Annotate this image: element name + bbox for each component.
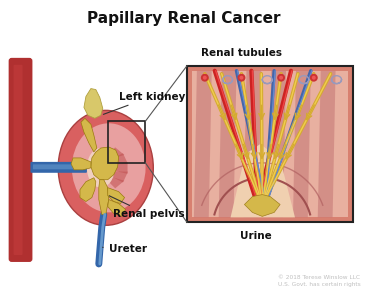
Ellipse shape	[87, 148, 115, 188]
Ellipse shape	[72, 123, 145, 212]
Polygon shape	[244, 195, 280, 216]
Text: Left kidney: Left kidney	[103, 92, 185, 114]
Circle shape	[203, 76, 207, 80]
Polygon shape	[293, 71, 311, 218]
Circle shape	[239, 76, 244, 80]
Polygon shape	[101, 153, 128, 164]
Circle shape	[201, 74, 209, 82]
Polygon shape	[244, 71, 261, 218]
Ellipse shape	[58, 110, 153, 225]
Polygon shape	[101, 171, 128, 182]
Text: Urine: Urine	[241, 231, 272, 241]
Circle shape	[279, 76, 283, 80]
Text: Papillary Renal Cancer: Papillary Renal Cancer	[87, 11, 281, 26]
Circle shape	[277, 74, 285, 82]
FancyBboxPatch shape	[8, 58, 32, 262]
Polygon shape	[101, 162, 128, 174]
Bar	[187, 66, 354, 222]
Polygon shape	[101, 147, 124, 162]
Polygon shape	[84, 88, 103, 118]
Polygon shape	[219, 71, 237, 218]
Text: Renal pelvis: Renal pelvis	[109, 196, 184, 219]
Text: © 2018 Terese Winslow LLC
U.S. Govt. has certain rights: © 2018 Terese Winslow LLC U.S. Govt. has…	[277, 275, 361, 287]
FancyBboxPatch shape	[14, 65, 23, 255]
Polygon shape	[318, 71, 335, 218]
Polygon shape	[101, 174, 124, 188]
Polygon shape	[99, 180, 109, 214]
Circle shape	[238, 74, 245, 82]
Polygon shape	[192, 71, 348, 218]
Polygon shape	[268, 71, 286, 218]
Polygon shape	[231, 144, 295, 218]
Polygon shape	[71, 158, 91, 170]
FancyBboxPatch shape	[30, 162, 87, 173]
Polygon shape	[108, 188, 125, 203]
Bar	[108, 121, 145, 163]
Polygon shape	[108, 200, 125, 216]
Text: Ureter: Ureter	[103, 244, 147, 254]
Circle shape	[312, 76, 316, 80]
Polygon shape	[81, 118, 97, 152]
Circle shape	[310, 74, 318, 82]
Text: Renal tubules: Renal tubules	[201, 48, 282, 58]
Polygon shape	[91, 147, 118, 180]
Polygon shape	[80, 178, 96, 202]
Polygon shape	[194, 71, 212, 218]
FancyBboxPatch shape	[33, 164, 83, 169]
